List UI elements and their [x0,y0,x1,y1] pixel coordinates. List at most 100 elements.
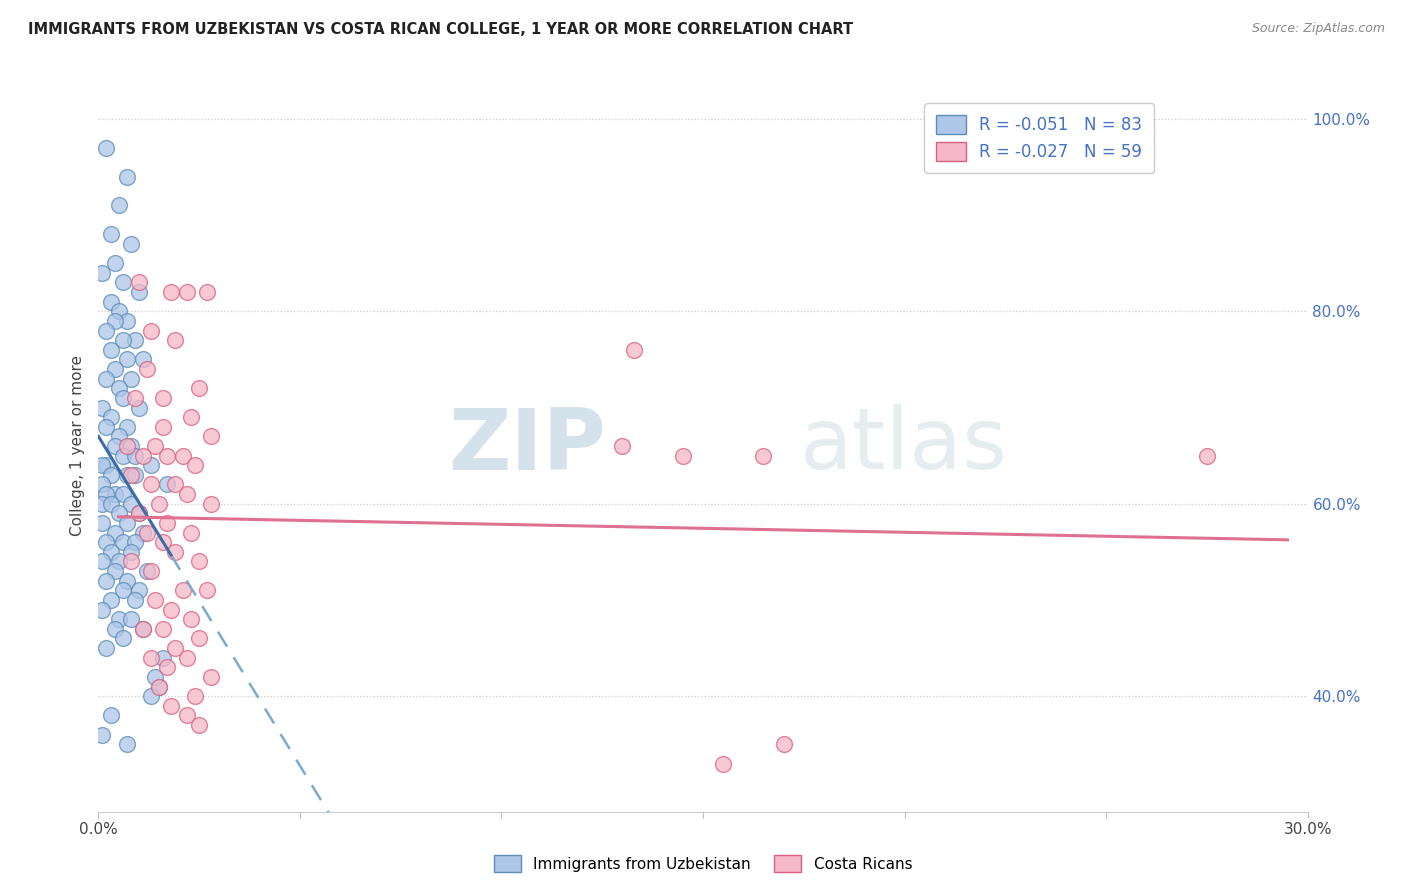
Point [152,650,174,665]
Point [91,602,114,616]
Point [115,516,138,530]
Point [96,324,118,338]
Point [96,487,118,501]
Point [156,516,179,530]
Point [103,439,125,453]
Point [107,198,129,212]
Point [188,554,211,568]
Text: atlas: atlas [800,404,1008,488]
Point [111,632,134,646]
Point [128,285,150,299]
Point [156,449,179,463]
Point [139,324,162,338]
Point [672,449,695,463]
Text: Source: ZipAtlas.com: Source: ZipAtlas.com [1251,22,1385,36]
Point [143,593,166,607]
Point [1195,449,1218,463]
Point [120,236,142,251]
Point [124,333,146,347]
Point [135,525,157,540]
Point [128,583,150,598]
Point [176,487,198,501]
Point [91,458,114,473]
Point [115,169,138,184]
Point [132,622,155,636]
Point [711,756,734,771]
Point [103,487,125,501]
Point [100,497,122,511]
Point [128,507,150,521]
Point [124,449,146,463]
Legend: R = -0.051   N = 83, R = -0.027   N = 59: R = -0.051 N = 83, R = -0.027 N = 59 [925,103,1154,172]
Point [132,525,155,540]
Point [200,670,222,684]
Point [111,449,134,463]
Point [91,266,114,280]
Point [115,419,138,434]
Point [115,467,138,482]
Point [107,304,129,318]
Point [111,333,134,347]
Point [100,294,122,309]
Point [115,439,138,453]
Point [103,362,125,376]
Point [100,467,122,482]
Point [184,690,207,704]
Point [120,371,142,385]
Point [100,545,122,559]
Point [143,439,166,453]
Point [120,497,142,511]
Point [195,583,218,598]
Point [96,371,118,385]
Point [200,497,222,511]
Point [156,477,179,491]
Point [107,381,129,395]
Point [132,622,155,636]
Point [132,449,155,463]
Point [152,391,174,405]
Point [91,401,114,415]
Point [91,497,114,511]
Point [139,650,162,665]
Point [139,458,162,473]
Point [160,285,183,299]
Point [103,314,125,328]
Point [115,737,138,751]
Point [152,535,174,549]
Point [160,602,183,616]
Point [163,333,186,347]
Point [184,458,207,473]
Point [120,439,142,453]
Point [135,362,157,376]
Point [128,507,150,521]
Point [128,401,150,415]
Y-axis label: College, 1 year or more: College, 1 year or more [70,356,86,536]
Point [96,535,118,549]
Point [120,612,142,626]
Point [188,718,211,732]
Point [135,564,157,578]
Point [180,612,202,626]
Point [188,632,211,646]
Point [176,650,198,665]
Point [188,381,211,395]
Point [160,698,183,713]
Point [176,708,198,723]
Point [100,343,122,357]
Point [200,429,222,443]
Point [120,554,142,568]
Point [111,391,134,405]
Point [103,525,125,540]
Point [107,612,129,626]
Point [91,728,114,742]
Point [111,487,134,501]
Point [115,352,138,367]
Point [180,525,202,540]
Point [128,276,150,290]
Point [120,545,142,559]
Point [163,545,186,559]
Point [96,574,118,588]
Point [96,458,118,473]
Point [152,622,174,636]
Point [124,535,146,549]
